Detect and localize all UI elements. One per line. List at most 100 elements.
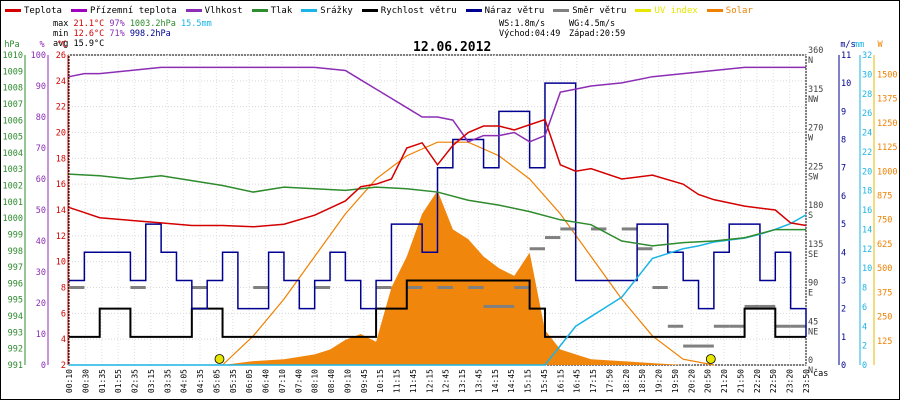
x-tick-label: 01:55 [114,369,123,393]
legend-item: Teplota [5,5,62,17]
rain-tick: 6 [862,303,867,313]
legend-label: Rychlost větru [380,6,457,16]
legend-swatch [635,9,652,12]
max-temp: 21.1°C [73,19,105,29]
solar-tick: 1125 [877,143,897,153]
wind-speed-tick: 0 [841,361,846,371]
x-tick-label: 17:50 [605,369,614,393]
humidity-tick: 50 [36,206,46,216]
temperature-tick: 24 [56,77,66,87]
x-tick-label: 18:50 [638,369,647,393]
wind-dir-label: W [808,134,814,144]
pressure-tick: 1004 [3,149,23,159]
humidity-tick: 90 [36,82,46,92]
wind-speed-tick: 4 [841,248,846,258]
legend-item: UV index [635,5,698,17]
temperature-tick: 2 [61,361,66,371]
rain-tick: 8 [862,284,867,294]
solar-tick: 625 [877,240,892,250]
x-tick-label: 03:35 [163,369,172,393]
x-tick-label: 15:15 [524,369,533,393]
x-tick-label: 05:35 [229,369,238,393]
legend-label: Tlak [270,6,293,16]
ws-stat: WS:1.8m/s [499,19,546,29]
wind-dir-tick: 360 [808,46,823,56]
humidity-tick: 20 [36,299,46,309]
legend-label: Teplota [24,6,62,16]
wind-dir-label: E [808,289,813,299]
solar-tick: 875 [877,191,892,201]
wind-dir-mark [698,344,714,348]
wind-dir-label: S [808,211,813,221]
legend-item: Náraz větru [465,5,544,17]
solar-area [69,190,806,365]
x-tick-label: 07:40 [294,369,303,393]
legend-swatch [301,9,318,12]
wind-dir-mark [437,286,453,289]
rain-tick: 10 [862,264,872,274]
wind-dir-mark [376,286,392,289]
x-tick-label: 07:10 [278,369,287,393]
wind-dir-tick: 0 [808,356,813,366]
pressure-tick: 1010 [3,51,23,61]
wind-dir-mark [314,286,331,289]
x-tick-label: 04:05 [180,369,189,393]
temperature-tick: 22 [56,103,66,113]
x-tick-label: 09:45 [360,369,369,393]
legend-label: Směr větru [572,6,627,16]
x-tick-label: 22:20 [753,369,762,393]
humidity-unit: % [39,40,44,50]
max-label: max [53,19,69,29]
x-tick-label: 12:45 [442,369,451,393]
wind-dir-mark [191,286,208,289]
rain-tick: 12 [862,245,872,255]
x-tick-label: 17:15 [589,369,598,393]
max-pressure: 1003.2hPa [129,19,176,29]
rain-tick: 16 [862,206,872,216]
wind-dir-tick: 45 [808,317,818,327]
uv-index-point [705,354,716,364]
legend-label: Přízemní teplota [89,6,177,16]
wg-stat: WG:4.5m/s [569,19,616,29]
wind-dir-label: N [808,56,813,66]
wind-dir-label: N [808,366,813,376]
x-tick-label: 08:40 [327,369,336,393]
x-tick-label: 13:45 [474,369,483,393]
pressure-tick: 1000 [3,214,23,224]
x-tick-label: 21:20 [720,369,729,393]
wind-speed-line [69,279,806,338]
rain-tick: 32 [862,51,872,61]
max-rain: 15.5mm [181,19,212,29]
legend-item: Rychlost větru [361,5,457,17]
rain-tick: 24 [862,129,872,139]
wind-dir-label: SE [808,250,818,260]
pressure-line [68,173,806,247]
min-humidity: 71% [109,29,125,39]
x-tick-label: 23:20 [786,369,795,393]
wind-speed-tick: 9 [841,107,846,117]
rain-tick: 28 [862,90,872,100]
sunset-stat: Západ:20:59 [569,29,626,39]
max-stats: max 21.1°C 97% 1003.2hPa 15.5mm [53,19,212,29]
pressure-tick: 1005 [3,133,23,143]
pressure-tick: 1002 [3,182,23,192]
x-tick-label: 13:15 [458,369,467,393]
x-tick-label: 11:45 [409,369,418,393]
wind-dir-mark [744,304,760,308]
pressure-tick: 996 [8,279,23,289]
wind-dir-mark [498,304,515,308]
x-tick-label: 22:50 [769,369,778,393]
wind-speed-tick: 8 [841,136,846,146]
x-tick-label: 01:35 [98,369,107,393]
legend-item: Vlhkost [185,5,243,17]
min-stats: min 12.6°C 71% 998.2hPa [53,29,171,39]
pressure-tick: 991 [8,361,23,371]
wind-dir-mark [621,227,638,231]
humidity-tick: 70 [36,144,46,154]
x-tick-label: 00:10 [65,369,74,393]
wind-dir-tick: 270 [808,124,823,134]
x-tick-label: 14:45 [507,369,516,393]
temperature-tick: 4 [61,335,66,345]
x-tick-label: 20:20 [687,369,696,393]
